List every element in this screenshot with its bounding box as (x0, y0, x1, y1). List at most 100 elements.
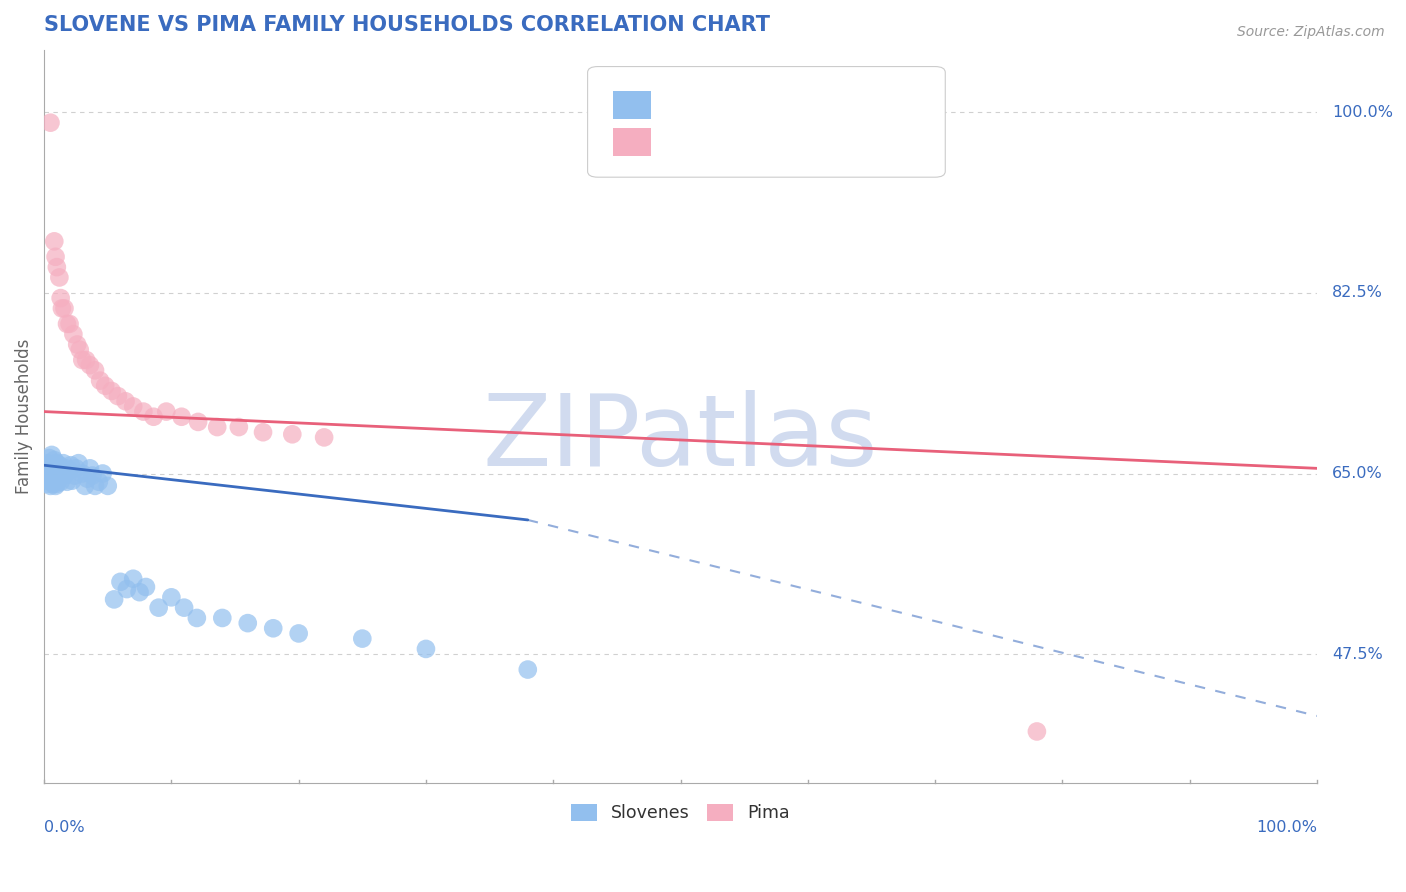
Text: SLOVENE VS PIMA FAMILY HOUSEHOLDS CORRELATION CHART: SLOVENE VS PIMA FAMILY HOUSEHOLDS CORREL… (44, 15, 770, 35)
Point (76, 472, 98, 486)
Point (67, 456, 90, 470)
Point (56, 317, 79, 331)
Point (352, 632, 374, 646)
Text: 34: 34 (858, 133, 879, 151)
Text: -0.198: -0.198 (714, 133, 770, 151)
Point (170, 409, 193, 424)
Legend: Slovenes, Pima: Slovenes, Pima (564, 797, 797, 830)
Point (46, 472, 69, 486)
Text: N =: N = (794, 96, 849, 114)
Point (44, 235, 66, 249)
Point (79, 358, 101, 372)
Point (516, 663, 538, 677)
Point (53, 468, 76, 483)
Point (38, 458, 60, 473)
Point (60, 474, 83, 488)
Point (84, 363, 107, 377)
Point (155, 404, 177, 418)
Y-axis label: Family Households: Family Households (15, 339, 32, 494)
Point (75, 353, 97, 368)
Point (51, 301, 73, 316)
Text: 100.0%: 100.0% (1256, 820, 1317, 835)
Point (72, 353, 94, 368)
Point (38, 450, 60, 465)
Point (62, 327, 84, 342)
Point (48, 270, 70, 285)
Point (82, 468, 104, 483)
Point (252, 425, 274, 440)
Text: 100.0%: 100.0% (1333, 105, 1393, 120)
Point (37, 461, 59, 475)
Point (53, 301, 76, 316)
Text: 82.5%: 82.5% (1333, 285, 1384, 301)
Point (44, 453, 66, 467)
Point (39, 465, 62, 479)
Point (45, 479, 67, 493)
Point (100, 384, 122, 398)
Point (110, 574, 132, 589)
Point (37, 476, 59, 491)
Point (142, 409, 165, 424)
Point (94, 379, 117, 393)
Point (186, 611, 208, 625)
Point (48, 458, 70, 473)
Point (115, 582, 138, 596)
Point (122, 400, 145, 414)
Point (281, 427, 304, 442)
Point (56, 475, 79, 489)
Text: 47.5%: 47.5% (1333, 647, 1384, 662)
Point (63, 468, 86, 483)
Point (41, 461, 63, 475)
FancyBboxPatch shape (588, 67, 945, 178)
Point (87, 475, 110, 489)
Text: R =: R = (666, 133, 704, 151)
Point (55, 461, 77, 475)
Text: Source: ZipAtlas.com: Source: ZipAtlas.com (1237, 25, 1385, 39)
Point (66, 337, 89, 351)
FancyBboxPatch shape (613, 92, 651, 120)
Point (69, 343, 91, 357)
Point (42, 467, 65, 481)
Point (59, 458, 82, 473)
Point (91, 467, 114, 481)
Point (73, 479, 96, 493)
Point (39, 475, 62, 489)
Point (37, 456, 59, 470)
Point (205, 420, 228, 434)
Point (107, 389, 129, 403)
Point (84, 479, 107, 493)
Text: 65: 65 (858, 96, 880, 114)
Point (262, 621, 284, 635)
Point (41, 472, 63, 486)
Point (45, 465, 67, 479)
Point (58, 317, 80, 331)
Point (45, 260, 67, 274)
Text: ZIPatlas: ZIPatlas (482, 390, 879, 487)
Point (58, 463, 80, 477)
Point (44, 474, 66, 488)
Point (39, 116, 62, 130)
Text: R =: R = (666, 96, 704, 114)
Point (211, 611, 233, 625)
Point (135, 580, 157, 594)
Point (45, 456, 67, 470)
Text: N =: N = (794, 133, 849, 151)
Point (49, 475, 72, 489)
Point (114, 394, 136, 409)
Point (1025, 724, 1047, 739)
Point (187, 415, 209, 429)
Point (44, 463, 66, 477)
Point (103, 592, 125, 607)
Point (39, 479, 62, 493)
Point (42, 476, 65, 491)
FancyBboxPatch shape (613, 128, 651, 156)
Point (72, 467, 94, 481)
Point (65, 461, 87, 475)
Text: 0.0%: 0.0% (44, 820, 84, 835)
Point (89, 374, 111, 388)
Point (228, 420, 250, 434)
Point (236, 616, 259, 631)
Point (173, 600, 195, 615)
Point (287, 626, 309, 640)
Point (46, 461, 69, 475)
